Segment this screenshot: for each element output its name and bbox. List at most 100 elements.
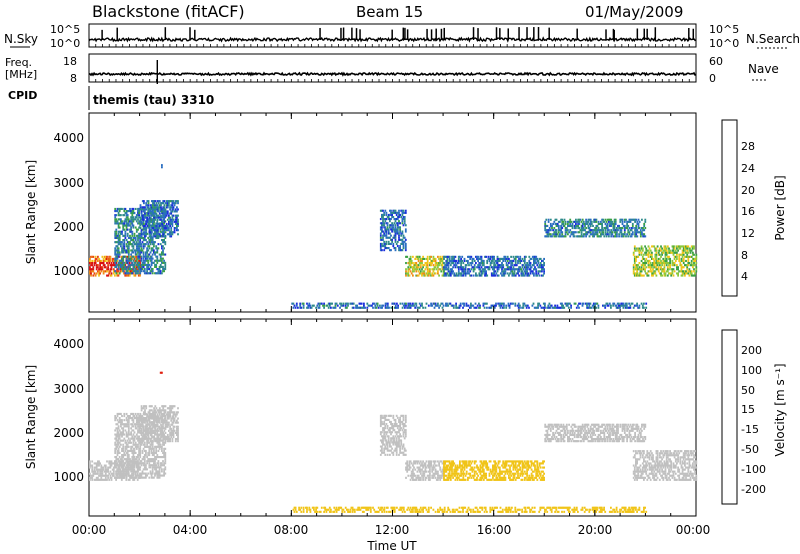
velocity-cell	[133, 417, 136, 420]
power-cell	[639, 235, 642, 238]
velocity-cell	[127, 472, 130, 475]
velocity-cell	[116, 474, 119, 477]
power-cell	[139, 204, 142, 207]
power-cell	[680, 270, 683, 273]
power-cell	[488, 257, 491, 260]
velocity-cell	[145, 474, 147, 477]
power-cell	[146, 251, 148, 254]
power-cell	[554, 222, 557, 225]
power-cell	[600, 235, 602, 238]
power-cell	[151, 212, 153, 215]
power-cell	[330, 306, 332, 309]
power-cell	[685, 272, 687, 275]
power-cell	[469, 270, 472, 273]
velocity-cell	[138, 417, 140, 420]
power-cell	[143, 272, 146, 275]
power-cell	[120, 255, 123, 258]
power-cell	[668, 268, 670, 271]
power-cell	[395, 230, 398, 233]
power-cell	[351, 306, 354, 309]
power-cell	[155, 224, 158, 227]
power-cell	[688, 255, 691, 258]
velocity-cell	[140, 476, 143, 479]
power-cell	[638, 220, 641, 223]
velocity-cell	[149, 470, 152, 473]
velocity-cell	[132, 478, 134, 481]
power-cell	[601, 222, 603, 225]
power-cell	[437, 304, 439, 307]
power-cell	[534, 268, 536, 271]
power-cell	[176, 214, 178, 217]
velocity-cell	[151, 476, 154, 479]
velocity-cell	[126, 443, 129, 446]
power-cell	[565, 229, 568, 232]
velocity-cell	[129, 476, 131, 479]
velocity-cell	[162, 423, 164, 426]
power-cell	[153, 202, 155, 205]
power-cell	[459, 266, 461, 269]
power-cell	[128, 262, 131, 265]
power-cell	[124, 274, 127, 277]
power-cell	[614, 233, 617, 236]
power-cell	[156, 259, 159, 262]
power-cell	[644, 270, 646, 273]
power-cell	[607, 304, 610, 307]
power-cell	[597, 222, 600, 225]
power-cell	[127, 247, 130, 250]
power-cell	[125, 222, 128, 225]
power-cell	[673, 257, 676, 260]
power-cell	[669, 272, 671, 275]
power-cell	[395, 222, 398, 225]
power-cell	[686, 253, 689, 256]
power-cell	[660, 255, 662, 258]
velocity-cell	[150, 464, 153, 467]
power-cell	[316, 304, 319, 307]
power-cell	[162, 200, 165, 203]
nsearch-tick-bottom: 10^0	[709, 37, 739, 50]
power-cell	[590, 233, 593, 236]
power-cell	[569, 302, 571, 305]
power-cell	[396, 230, 399, 233]
velocity-cell	[118, 437, 121, 440]
velocity-cell	[112, 468, 115, 471]
power-cell	[692, 274, 694, 277]
power-cell	[376, 302, 379, 305]
power-cell	[444, 274, 446, 277]
velocity-cell	[134, 417, 137, 420]
power-cell	[644, 235, 647, 238]
velocity-cell	[129, 433, 131, 436]
power-cell	[131, 224, 134, 227]
velocity-cell	[132, 449, 135, 452]
velocity-cell	[125, 464, 128, 467]
power-cell	[145, 263, 147, 266]
power-cell	[562, 306, 564, 309]
velocity-cell	[117, 468, 120, 471]
power-cell	[122, 251, 125, 254]
power-cell	[393, 209, 396, 212]
power-cell	[470, 274, 473, 277]
freq-label-2: [MHz]	[5, 68, 37, 81]
power-cell	[158, 206, 161, 209]
power-cell	[407, 268, 410, 271]
power-cell	[582, 229, 585, 232]
power-cell	[158, 253, 161, 256]
power-cell	[380, 306, 382, 309]
power-cell	[539, 304, 542, 307]
velocity-cell	[117, 466, 120, 469]
power-cell	[388, 306, 390, 309]
power-cell	[594, 233, 597, 236]
velocity-cell	[103, 474, 106, 477]
power-cell	[139, 208, 142, 211]
power-cell	[165, 204, 168, 207]
power-cell	[434, 257, 437, 260]
power-cell	[685, 247, 687, 250]
power-cell	[504, 259, 507, 262]
velocity-cell	[91, 476, 94, 479]
power-cell	[561, 304, 563, 307]
power-cell	[161, 251, 163, 254]
velocity-cell	[93, 472, 96, 475]
power-cell	[392, 226, 395, 229]
velocity-cell	[139, 460, 142, 463]
power-cell	[404, 304, 406, 307]
power-cell	[497, 302, 500, 305]
